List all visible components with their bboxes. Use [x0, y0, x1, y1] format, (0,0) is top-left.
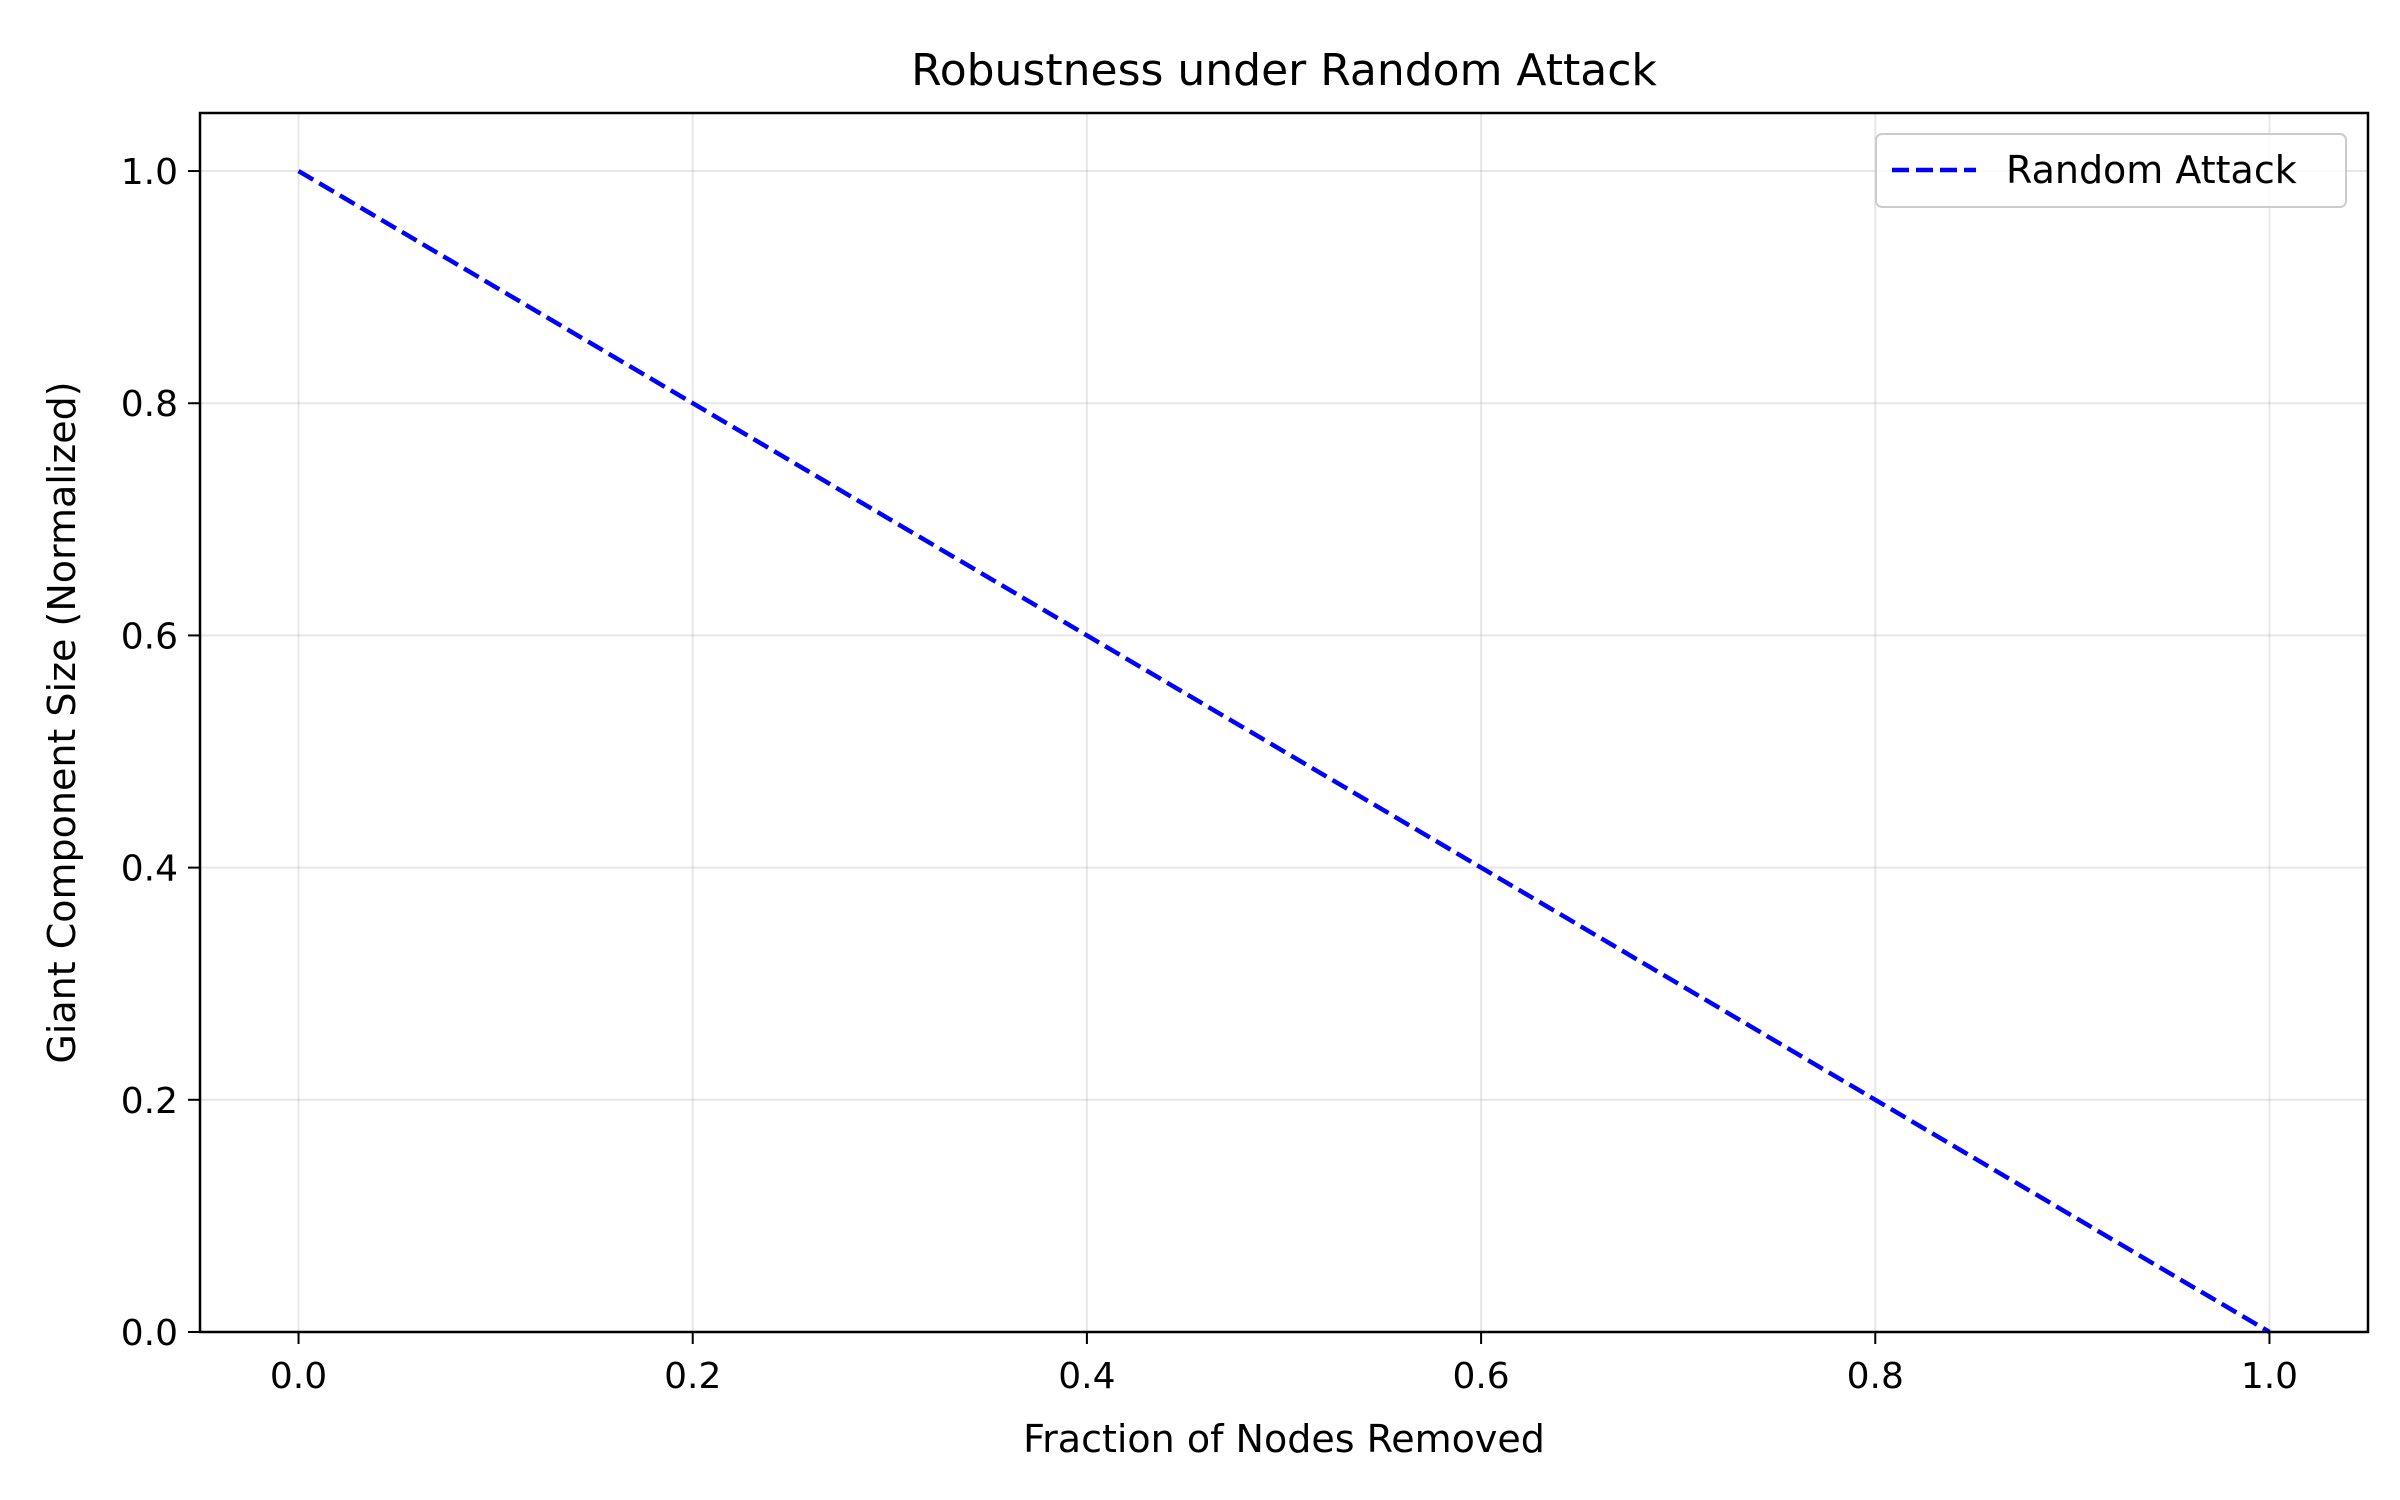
- legend-label: Random Attack: [2006, 148, 2297, 192]
- x-tick-label: 1.0: [2241, 1356, 2298, 1397]
- series-layer: [297, 169, 2271, 1334]
- y-tick-label: 0.4: [121, 849, 178, 890]
- x-axis-label: Fraction of Nodes Removed: [1023, 1417, 1545, 1461]
- y-axis-ticks: 0.0 0.2 0.4 0.6 0.8 1.0: [121, 152, 200, 1354]
- y-tick-label: 0.8: [121, 384, 178, 425]
- chart-title: Robustness under Random Attack: [911, 45, 1657, 96]
- legend: Random Attack: [1875, 133, 2347, 208]
- legend-box: [1875, 133, 2347, 208]
- series-line: [297, 169, 2271, 1334]
- y-tick-label: 1.0: [121, 152, 178, 193]
- y-tick-label: 0.6: [121, 616, 178, 657]
- x-tick-label: 0.0: [270, 1356, 327, 1397]
- plot-frame: [198, 111, 2370, 1334]
- y-tick-label: 0.0: [121, 1313, 178, 1354]
- x-tick-label: 0.2: [664, 1356, 721, 1397]
- y-tick-label: 0.2: [121, 1081, 178, 1122]
- x-tick-label: 0.4: [1058, 1356, 1115, 1397]
- y-axis-label: Giant Component Size (Normalized): [40, 381, 84, 1063]
- x-tick-label: 0.8: [1847, 1356, 1904, 1397]
- x-tick-label: 0.6: [1452, 1356, 1509, 1397]
- x-axis-ticks: 0.0 0.2 0.4 0.6 0.8 1.0: [270, 1332, 2298, 1397]
